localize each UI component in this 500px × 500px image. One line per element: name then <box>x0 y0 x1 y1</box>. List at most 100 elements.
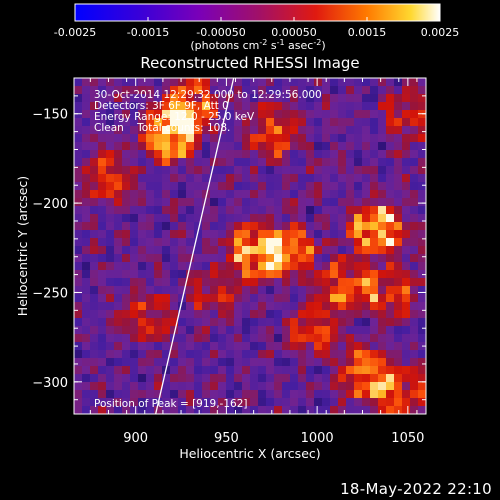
heatmap-pixel <box>250 382 258 390</box>
heatmap-pixel <box>306 390 314 398</box>
heatmap-pixel <box>194 158 202 166</box>
heatmap-pixel <box>170 150 178 158</box>
heatmap-pixel <box>266 214 274 222</box>
heatmap-pixel <box>330 222 338 230</box>
heatmap-pixel <box>266 182 274 190</box>
heatmap-pixel <box>410 318 418 326</box>
heatmap-pixel <box>162 86 170 94</box>
heatmap-pixel <box>314 318 322 326</box>
heatmap-pixel <box>346 206 354 214</box>
heatmap-pixel <box>130 158 138 166</box>
heatmap-pixel <box>322 262 330 270</box>
heatmap-pixel <box>242 302 250 310</box>
heatmap-pixel <box>258 190 266 198</box>
heatmap-pixel <box>266 150 274 158</box>
heatmap-pixel <box>202 166 210 174</box>
heatmap-pixel <box>210 198 218 206</box>
heatmap-pixel <box>226 86 234 94</box>
heatmap-pixel <box>162 142 170 150</box>
heatmap-pixel <box>386 166 394 174</box>
heatmap-pixel <box>98 158 106 166</box>
heatmap-pixel <box>282 134 290 142</box>
heatmap-pixel <box>290 166 298 174</box>
heatmap-pixel <box>98 182 106 190</box>
heatmap-pixel <box>282 78 290 86</box>
heatmap-pixel <box>106 142 114 150</box>
heatmap-pixel <box>418 206 426 214</box>
heatmap-pixel <box>290 174 298 182</box>
heatmap-pixel <box>234 254 242 262</box>
heatmap-pixel <box>410 342 418 350</box>
heatmap-pixel <box>82 198 90 206</box>
heatmap-pixel <box>274 118 282 126</box>
heatmap-pixel <box>338 278 346 286</box>
heatmap-pixel <box>138 358 146 366</box>
heatmap-pixel <box>130 278 138 286</box>
heatmap-pixel <box>330 398 338 406</box>
heatmap-pixel <box>122 334 130 342</box>
heatmap-pixel <box>370 382 378 390</box>
heatmap-pixel <box>282 398 290 406</box>
heatmap-pixel <box>242 102 250 110</box>
heatmap-pixel <box>410 310 418 318</box>
heatmap-pixel <box>138 382 146 390</box>
heatmap-pixel <box>106 278 114 286</box>
heatmap-pixel <box>274 94 282 102</box>
heatmap-pixel <box>114 302 122 310</box>
heatmap-pixel <box>306 246 314 254</box>
heatmap-pixel <box>290 78 298 86</box>
heatmap-pixel <box>186 94 194 102</box>
heatmap-pixel <box>122 286 130 294</box>
heatmap-pixel <box>250 310 258 318</box>
heatmap-pixel <box>114 182 122 190</box>
heatmap-pixel <box>346 358 354 366</box>
heatmap-pixel <box>298 318 306 326</box>
heatmap-pixel <box>306 374 314 382</box>
heatmap-pixel <box>74 174 82 182</box>
heatmap-pixel <box>186 326 194 334</box>
heatmap-pixel <box>194 374 202 382</box>
heatmap-pixel <box>226 318 234 326</box>
heatmap-pixel <box>338 150 346 158</box>
heatmap-pixel <box>106 294 114 302</box>
heatmap-pixel <box>162 302 170 310</box>
heatmap-pixel <box>402 126 410 134</box>
heatmap-pixel <box>370 102 378 110</box>
heatmap-pixel <box>210 238 218 246</box>
heatmap-pixel <box>242 350 250 358</box>
heatmap-pixel <box>74 158 82 166</box>
heatmap-pixel <box>410 94 418 102</box>
heatmap-pixel <box>154 254 162 262</box>
heatmap-pixel <box>178 150 186 158</box>
heatmap-pixel <box>338 310 346 318</box>
colorbar-tick-label: 0.0025 <box>421 26 460 39</box>
heatmap-pixel <box>234 78 242 86</box>
heatmap-pixel <box>298 254 306 262</box>
heatmap-pixel <box>266 254 274 262</box>
heatmap-pixel <box>386 190 394 198</box>
heatmap-pixel <box>122 390 130 398</box>
heatmap-pixel <box>74 118 82 126</box>
heatmap-pixel <box>90 102 98 110</box>
heatmap-pixel <box>130 222 138 230</box>
heatmap-pixel <box>306 118 314 126</box>
heatmap-pixel <box>378 158 386 166</box>
heatmap-pixel <box>402 262 410 270</box>
heatmap-pixel <box>138 246 146 254</box>
heatmap-pixel <box>106 366 114 374</box>
heatmap-pixel <box>218 270 226 278</box>
heatmap-pixel <box>314 126 322 134</box>
heatmap-pixel <box>322 182 330 190</box>
heatmap-pixel <box>90 206 98 214</box>
heatmap-pixel <box>346 174 354 182</box>
heatmap-pixel <box>274 134 282 142</box>
heatmap-pixel <box>154 342 162 350</box>
heatmap-pixel <box>170 110 178 118</box>
heatmap-pixel <box>378 342 386 350</box>
heatmap-pixel <box>258 382 266 390</box>
heatmap-pixel <box>258 198 266 206</box>
heatmap-pixel <box>114 174 122 182</box>
heatmap-pixel <box>186 214 194 222</box>
heatmap-pixel <box>98 302 106 310</box>
heatmap-pixel <box>170 174 178 182</box>
